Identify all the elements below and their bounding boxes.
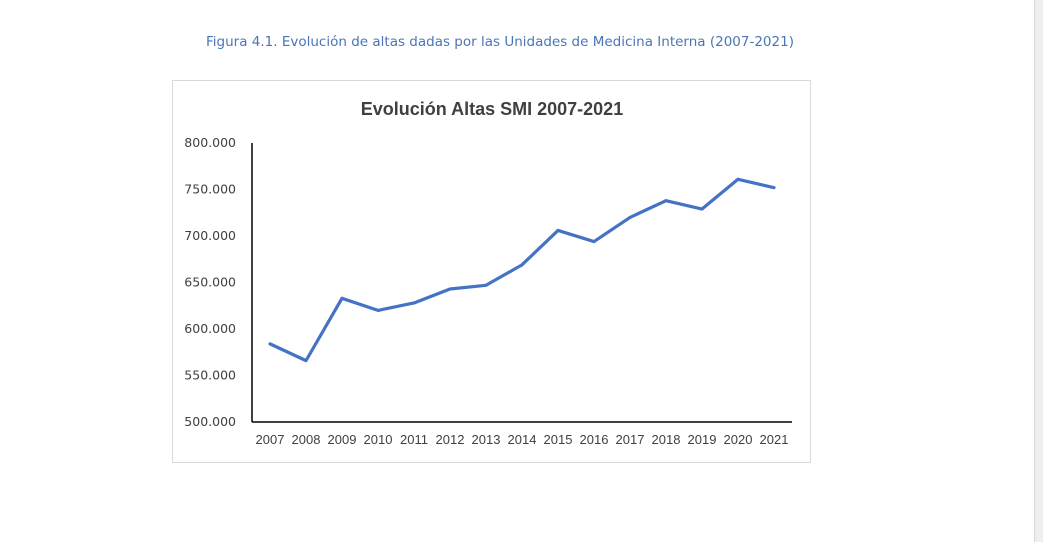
figure-caption: Figura 4.1. Evolución de altas dadas por…: [206, 34, 794, 50]
x-tick-label: 2013: [472, 432, 501, 447]
chart-frame: Evolución Altas SMI 2007-2021 500.000 550…: [172, 80, 811, 463]
x-tick-label: 2015: [544, 432, 573, 447]
data-point: [376, 309, 380, 312]
data-point: [412, 301, 416, 305]
x-tick-label: 2014: [508, 432, 537, 447]
data-point: [700, 207, 704, 211]
x-tick-label: 2011: [400, 432, 428, 447]
y-tick-label: 650.000: [184, 275, 236, 290]
y-tick-label: 700.000: [184, 228, 236, 243]
data-point: [484, 283, 488, 287]
data-point: [520, 263, 524, 267]
data-point: [736, 177, 740, 181]
data-point: [592, 240, 596, 243]
y-tick-label: 800.000: [184, 135, 236, 150]
chart-svg: Evolución Altas SMI 2007-2021 500.000 550…: [184, 99, 792, 447]
data-point: [304, 359, 308, 363]
y-tick-label: 600.000: [184, 321, 236, 336]
data-point: [448, 287, 452, 291]
y-axis: 500.000 550.000 600.000 650.000 700.000 750.0…: [184, 135, 253, 429]
series-group: [268, 177, 776, 363]
y-tick-label: 750.000: [184, 182, 236, 197]
x-tick-label: 2012: [436, 432, 465, 447]
data-point: [628, 216, 632, 219]
x-tick-label: 2019: [688, 432, 717, 447]
x-tick-label: 2009: [328, 432, 357, 447]
x-axis: 2007 2008 2009 2010 2011 2012 2013 2014 2015 2016…: [252, 421, 792, 447]
series-line: [268, 177, 776, 363]
x-tick-label: 2008: [292, 432, 321, 447]
x-tick-label: 2016: [580, 432, 609, 447]
data-point: [340, 296, 344, 300]
data-point: [556, 229, 560, 232]
page-edge-rule: [1034, 0, 1043, 542]
data-point: [772, 186, 776, 190]
x-tick-label: 2018: [652, 432, 681, 447]
x-tick-label: 2007: [256, 432, 285, 447]
data-point: [664, 199, 668, 203]
y-tick-label: 550.000: [184, 368, 236, 383]
x-tick-label: 2021: [760, 432, 789, 447]
data-point: [268, 342, 272, 346]
y-tick-label: 500.000: [184, 414, 236, 429]
chart-title: Evolución Altas SMI 2007-2021: [361, 99, 623, 119]
x-tick-label: 2010: [364, 432, 393, 447]
x-tick-label: 2017: [616, 432, 645, 447]
x-tick-label: 2020: [724, 432, 753, 447]
